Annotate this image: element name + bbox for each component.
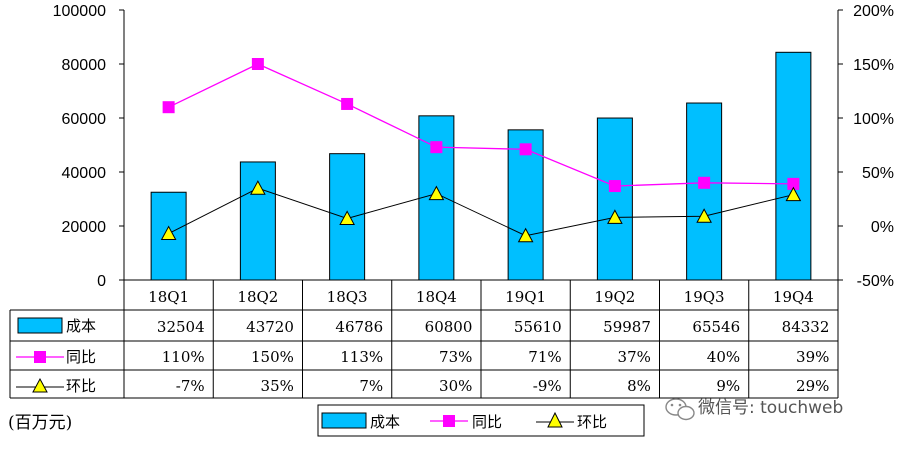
wechat-watermark: 微信号: touchweb [665, 398, 843, 421]
qoq-triangle-marker [517, 227, 534, 243]
right-tick-label: -50% [857, 273, 894, 290]
qoq-triangle-marker [250, 180, 266, 195]
table-cell: 110% [162, 348, 205, 366]
cost-row-swatch [17, 317, 63, 334]
legend-cost-swatch [321, 412, 367, 429]
table-cell: 30% [439, 377, 472, 395]
bars [150, 51, 812, 281]
unit-label: (百万元) [8, 413, 72, 433]
yoy-square-marker [430, 141, 443, 154]
legend-yoy-label: 同比 [472, 413, 502, 431]
watermark-text: 微信号: touchweb [698, 398, 843, 418]
cost-bar [239, 161, 276, 281]
cost-row-label: 成本 [66, 317, 96, 335]
legend-box [317, 404, 645, 437]
qoq-triangle-marker [785, 186, 802, 202]
qoq-triangle-marker [607, 209, 623, 224]
wechat-icon [665, 398, 695, 421]
left-tick-label: 60000 [62, 111, 107, 128]
qoq-triangle-marker [339, 210, 355, 225]
legend: 成本 同比 环比 [317, 404, 645, 437]
cost-bar [775, 51, 812, 281]
category-label: 19Q2 [594, 288, 635, 306]
category-label: 18Q3 [327, 288, 368, 306]
table-cell: 65546 [692, 318, 740, 336]
table-cell: 7% [359, 377, 383, 395]
table-cell: 37% [618, 348, 651, 366]
table-cell: 39% [796, 348, 829, 366]
yoy-line [168, 63, 794, 187]
right-tick-label: 150% [853, 57, 894, 74]
legend-qoq-marker [547, 411, 563, 428]
yoy-square-marker [341, 97, 354, 110]
table-cell: 71% [528, 348, 561, 366]
axes: 0 20000 40000 60000 80000 100000 -50% 0% 50% 100%… [53, 3, 894, 290]
category-label: 18Q4 [416, 288, 457, 306]
yoy-square-marker [162, 101, 175, 114]
table-cell: -7% [176, 377, 205, 395]
left-tick-label: 40000 [62, 165, 107, 182]
legend-qoq-label: 环比 [577, 413, 607, 431]
left-tick-label: 20000 [62, 219, 107, 236]
yoy-square-marker [787, 177, 800, 190]
left-tick-label: 80000 [62, 57, 107, 74]
table-cell: 60800 [425, 318, 473, 336]
table-cell: 55610 [514, 318, 562, 336]
lines [160, 58, 802, 243]
yoy-row-marker [34, 351, 46, 363]
qoq-row-marker [32, 377, 48, 393]
table-cell: 32504 [157, 318, 205, 336]
table-cell: 59987 [603, 318, 651, 336]
table-cell: 9% [716, 377, 740, 395]
yoy-square-marker [698, 176, 711, 189]
legend-cost-label: 成本 [370, 413, 400, 431]
table-cell: 73% [439, 348, 472, 366]
table-cell: -9% [533, 377, 562, 395]
category-label: 18Q1 [148, 288, 189, 306]
left-tick-label: 100000 [53, 3, 106, 20]
category-label: 19Q4 [773, 288, 814, 306]
category-label: 19Q1 [505, 288, 546, 306]
yoy-square-marker [608, 180, 621, 193]
cost-bar [686, 102, 723, 281]
table-cell: 150% [251, 348, 294, 366]
table-cell: 8% [627, 377, 651, 395]
qoq-triangle-marker [696, 208, 712, 223]
right-tick-label: 200% [853, 3, 894, 20]
table-cell: 40% [707, 348, 740, 366]
qoq-row-label: 环比 [66, 377, 96, 395]
yoy-row-label: 同比 [66, 348, 96, 366]
qoq-triangle-marker [160, 225, 177, 241]
category-label: 18Q2 [237, 288, 278, 306]
category-label: 19Q3 [684, 288, 725, 306]
legend-yoy-marker [443, 415, 455, 427]
table-cell: 113% [340, 348, 383, 366]
cost-bar [596, 117, 633, 281]
right-tick-label: 0% [871, 219, 894, 236]
left-tick-label: 0 [97, 273, 106, 290]
yoy-square-marker [519, 143, 532, 156]
table-cell: 35% [261, 377, 294, 395]
yoy-square-marker [251, 58, 264, 70]
table-cell: 43720 [246, 318, 294, 336]
qoq-triangle-marker [428, 185, 445, 201]
right-tick-label: 100% [853, 111, 894, 128]
table-cell: 84332 [782, 318, 830, 336]
right-tick-label: 50% [862, 165, 894, 182]
qoq-line [168, 187, 794, 237]
table-cell: 46786 [335, 318, 383, 336]
table-cell: 29% [796, 377, 829, 395]
